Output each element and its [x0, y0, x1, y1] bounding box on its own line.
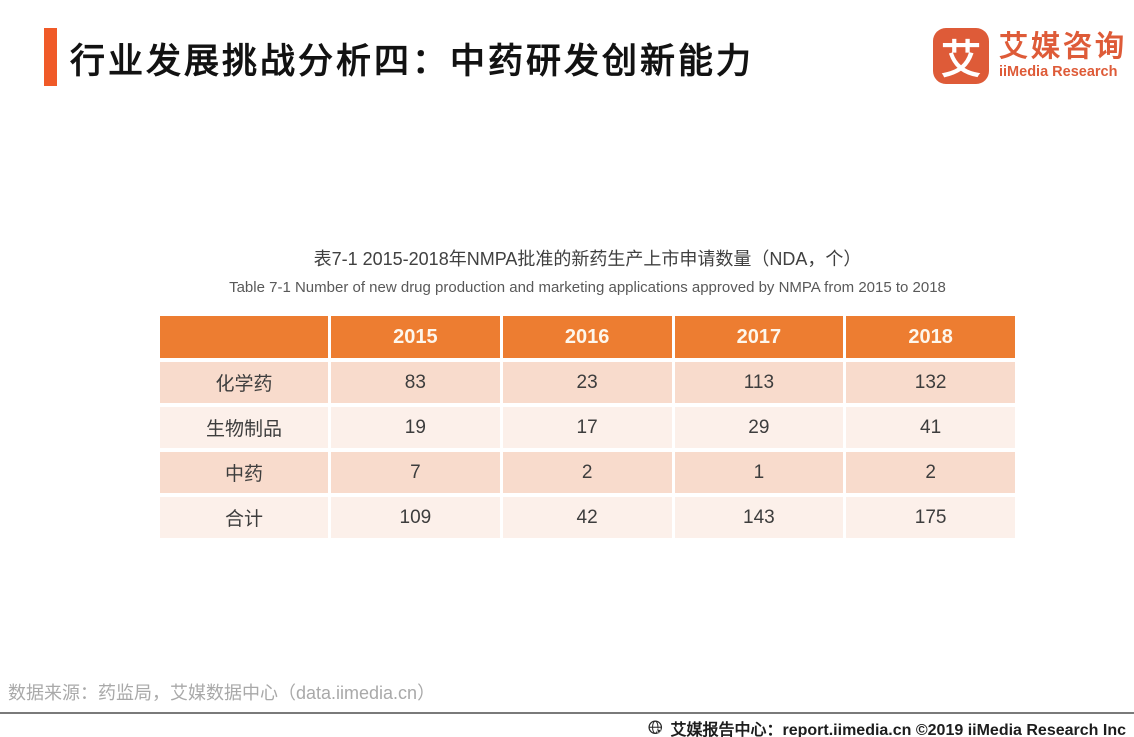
table-data-cell: 7 — [331, 452, 500, 493]
globe-cursor-icon — [647, 719, 665, 737]
table-data-cell: 83 — [331, 362, 500, 403]
table-data-cell: 1 — [674, 452, 844, 493]
table-header-cell-2015: 2015 — [331, 316, 500, 358]
logo-name-en: iiMedia Research — [999, 64, 1118, 81]
table-data-cell: 132 — [846, 362, 1015, 403]
logo-glyph: 艾 — [941, 38, 981, 82]
row-label-cell: 合计 — [160, 497, 328, 538]
table-data-cell: 2 — [502, 452, 672, 493]
row-label-cell: 中药 — [160, 452, 328, 493]
iimedia-logo-icon: 艾 — [933, 28, 989, 84]
table-header-cell-2018: 2018 — [846, 316, 1015, 358]
table-header-cell-2017: 2017 — [674, 316, 844, 358]
table-data-cell: 17 — [502, 407, 672, 448]
table-data-cell: 109 — [331, 497, 500, 538]
row-label-cell: 生物制品 — [160, 407, 328, 448]
table-header-cell — [160, 316, 328, 358]
table-title-cn: 表7-1 2015-2018年NMPA批准的新药生产上市申请数量（NDA，个） — [313, 249, 862, 269]
data-source-note: 数据来源：药监局，艾媒数据中心（data.iimedia.cn） — [8, 683, 436, 703]
table-header-cell-2016: 2016 — [502, 316, 672, 358]
footer-text: 艾媒报告中心：report.iimedia.cn ©2019 iiMedia R… — [670, 722, 1127, 737]
iimedia-logo: 艾 艾媒咨询 iiMedia Research — [933, 28, 1127, 84]
table-data-cell: 143 — [674, 497, 844, 538]
table-data-cell: 23 — [502, 362, 672, 403]
table-data-cell: 42 — [502, 497, 672, 538]
table-data-cell: 2 — [846, 452, 1015, 493]
table-data-cell: 41 — [846, 407, 1015, 448]
table-title-en: Table 7-1 Number of new drug production … — [229, 279, 946, 296]
table-data-cell: 175 — [846, 497, 1015, 538]
title-accent-bar — [44, 28, 57, 86]
table-data-cell: 29 — [674, 407, 844, 448]
logo-text: 艾媒咨询 iiMedia Research — [999, 30, 1128, 81]
footer-divider — [0, 712, 1134, 714]
page-title: 行业发展挑战分析四：中药研发创新能力 — [70, 42, 755, 81]
footer: 艾媒报告中心：report.iimedia.cn ©2019 iiMedia R… — [647, 716, 1127, 737]
table-data-cell: 19 — [331, 407, 500, 448]
nda-approvals-table: 2015 2016 2017 2018 化学药 83 23 113 132 生物… — [160, 316, 1015, 538]
logo-name-cn: 艾媒咨询 — [999, 30, 1128, 63]
table-data-cell: 113 — [674, 362, 844, 403]
row-label-cell: 化学药 — [160, 362, 328, 403]
